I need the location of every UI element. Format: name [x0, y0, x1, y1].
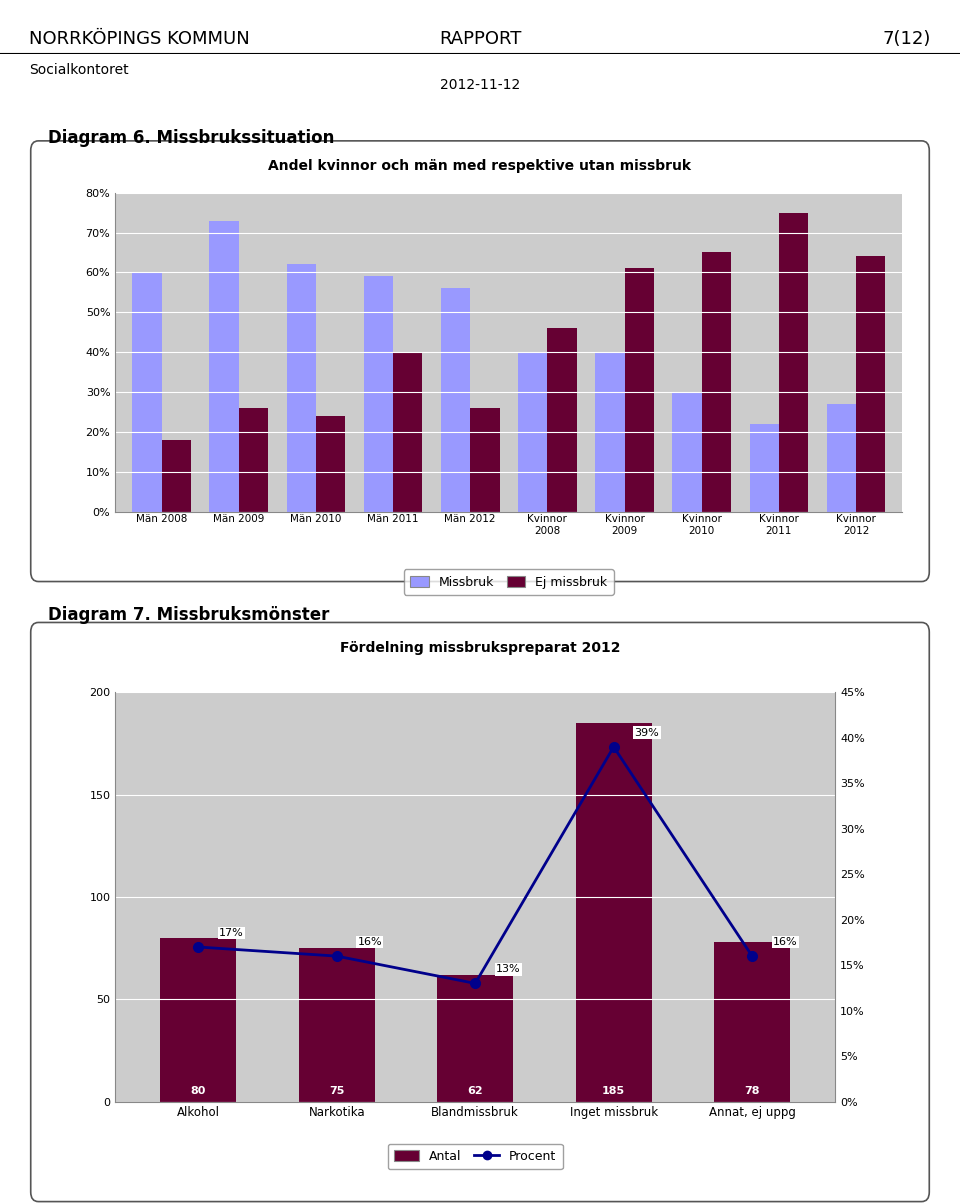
- Bar: [702, 253, 732, 512]
- Bar: [714, 942, 790, 1102]
- Bar: [161, 439, 191, 512]
- Bar: [441, 288, 470, 512]
- Text: 80: 80: [191, 1086, 206, 1096]
- Bar: [779, 213, 808, 512]
- Text: Diagram 6. Missbrukssituation: Diagram 6. Missbrukssituation: [48, 129, 334, 147]
- Bar: [299, 949, 374, 1102]
- Text: Andel kvinnor och män med respektive utan missbruk: Andel kvinnor och män med respektive uta…: [269, 159, 691, 173]
- Text: 2012-11-12: 2012-11-12: [440, 78, 520, 93]
- Text: Diagram 7. Missbruksmönster: Diagram 7. Missbruksmönster: [48, 606, 329, 624]
- Text: 185: 185: [602, 1086, 625, 1096]
- Bar: [132, 272, 161, 512]
- Bar: [576, 722, 652, 1102]
- Bar: [827, 405, 856, 512]
- Bar: [160, 938, 236, 1102]
- Text: Fördelning missbrukspreparat 2012: Fördelning missbrukspreparat 2012: [340, 641, 620, 655]
- Bar: [856, 256, 885, 512]
- Text: 7(12): 7(12): [883, 30, 931, 48]
- Bar: [470, 408, 499, 512]
- Bar: [316, 417, 346, 512]
- Text: 16%: 16%: [773, 937, 798, 948]
- Bar: [239, 408, 268, 512]
- Text: 78: 78: [744, 1086, 760, 1096]
- Text: 39%: 39%: [635, 727, 660, 738]
- Bar: [286, 265, 316, 512]
- Bar: [750, 424, 779, 512]
- Bar: [393, 353, 422, 512]
- Bar: [518, 353, 547, 512]
- Text: RAPPORT: RAPPORT: [439, 30, 521, 48]
- Bar: [364, 277, 393, 512]
- Text: 16%: 16%: [357, 937, 382, 948]
- Bar: [672, 393, 702, 512]
- Text: 62: 62: [468, 1086, 483, 1096]
- Text: 13%: 13%: [496, 964, 520, 974]
- Bar: [209, 220, 239, 512]
- Bar: [595, 353, 625, 512]
- Text: 17%: 17%: [219, 928, 244, 938]
- Bar: [547, 329, 577, 512]
- Text: 75: 75: [329, 1086, 345, 1096]
- Legend: Antal, Procent: Antal, Procent: [388, 1144, 563, 1169]
- Text: NORRKÖPINGS KOMMUN: NORRKÖPINGS KOMMUN: [29, 30, 250, 48]
- Bar: [625, 268, 654, 512]
- Bar: [437, 975, 514, 1102]
- Legend: Missbruk, Ej missbruk: Missbruk, Ej missbruk: [404, 569, 613, 595]
- Text: Socialkontoret: Socialkontoret: [29, 63, 129, 77]
